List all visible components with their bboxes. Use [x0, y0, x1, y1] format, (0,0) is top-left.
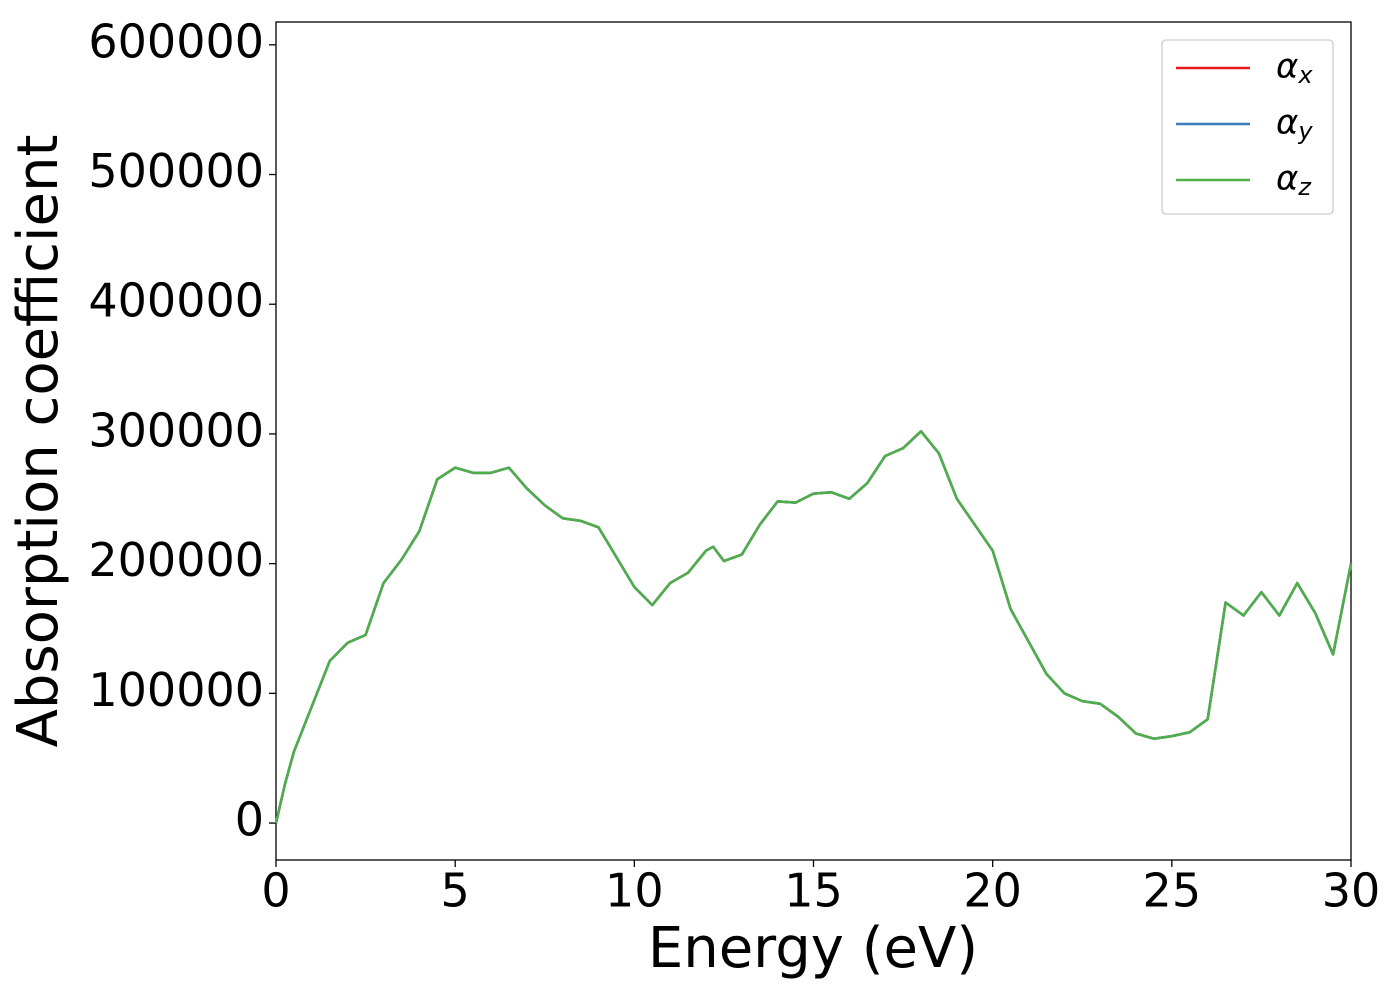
x-tick-label: 25 [1143, 864, 1202, 918]
y-tick-label: 500000 [88, 144, 264, 198]
y-tick-label: 100000 [88, 663, 264, 717]
y-axis-label: Absorption coefficient [6, 135, 71, 748]
x-axis-label: Energy (eV) [648, 916, 978, 981]
series-line [274, 430, 1353, 824]
y-tick-label: 200000 [88, 533, 264, 587]
series-line [274, 430, 1353, 824]
y-tick-label: 600000 [88, 14, 264, 68]
x-tick-label: 20 [963, 864, 1022, 918]
x-tick-label: 10 [605, 864, 664, 918]
x-tick-label: 15 [784, 864, 843, 918]
x-tick-label: 0 [261, 864, 290, 918]
y-tick-label: 400000 [88, 274, 264, 328]
series-line [274, 430, 1353, 824]
x-tick-label: 5 [441, 864, 470, 918]
legend-box [1161, 39, 1334, 215]
x-tick-label: 30 [1322, 864, 1381, 918]
y-tick-label: 0 [235, 793, 264, 847]
y-tick-label: 300000 [88, 403, 264, 457]
